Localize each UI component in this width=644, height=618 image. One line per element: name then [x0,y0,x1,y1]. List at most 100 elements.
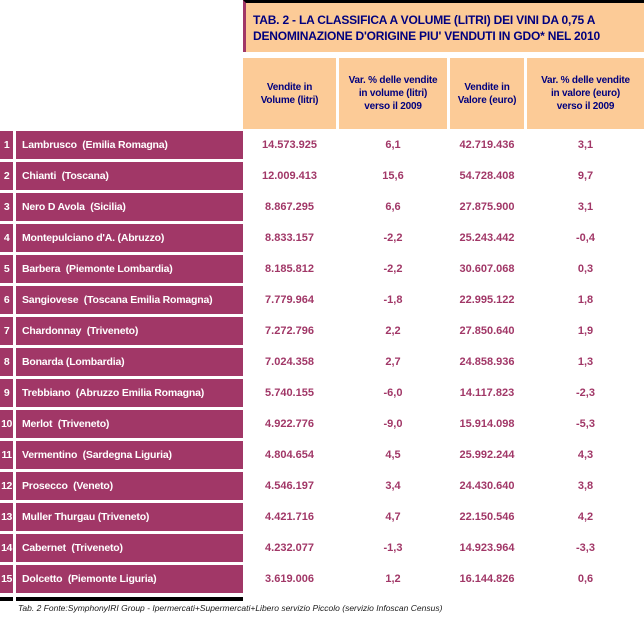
volume-var-cell: 6,6 [385,201,401,213]
table-row: 12 Prosecco (Veneto) 4.546.197 3,4 24.43… [0,472,644,500]
value-var-cell: 1,3 [577,356,594,368]
volume-var-cell: 6,1 [385,139,401,151]
volume-cell: 4.546.197 [265,480,314,492]
value-cell: 14.923.964 [459,542,515,554]
table-row: 11 Vermentino (Sardegna Liguria) 4.804.6… [0,441,644,469]
table-row: 15 Dolcetto (Piemonte Liguria) 3.619.006… [0,565,644,593]
volume-cell: 3.619.006 [265,573,314,585]
rank-cell: 3 [0,193,13,221]
table-row: 14 Cabernet (Triveneto) 4.232.077 -1,3 1… [0,534,644,562]
value-var-cell: -3,3 [576,542,595,554]
volume-cell: 5.740.155 [265,387,314,399]
wine-name-cell: Barbera (Piemonte Lombardia) [16,255,243,283]
value-cell: 24.858.936 [459,356,515,368]
volume-var-cell: 2,2 [385,325,401,337]
column-header-row: Vendite in Volume (litri) Var. % delle v… [0,58,644,129]
rank-cell: 14 [0,534,13,562]
volume-var-cell: -2,2 [383,263,403,275]
value-cell: 25.243.442 [459,232,515,244]
value-cell: 24.430.640 [459,480,515,492]
column-header-volume: Vendite in Volume (litri) [243,58,336,129]
bottom-border-bar [0,597,644,601]
value-var-cell: 4,2 [577,511,594,523]
wine-name-cell: Prosecco (Veneto) [16,472,243,500]
wine-name-cell: Muller Thurgau (Triveneto) [16,503,243,531]
volume-var-cell: 4,7 [385,511,401,523]
rank-cell: 7 [0,317,13,345]
column-header-value: Vendite in Valore (euro) [450,58,524,129]
table-title-block: TAB. 2 - LA CLASSIFICA A VOLUME (LITRI) … [243,0,644,52]
rank-cell: 5 [0,255,13,283]
table-row: 6 Sangiovese (Toscana Emilia Romagna) 7.… [0,286,644,314]
wine-name-cell: Merlot (Triveneto) [16,410,243,438]
value-var-cell: 3,1 [577,201,594,213]
rank-cell: 6 [0,286,13,314]
value-var-cell: 4,3 [577,449,594,461]
rank-cell: 11 [0,441,13,469]
volume-cell: 8.185.812 [265,263,314,275]
value-var-cell: 1,8 [577,294,594,306]
wine-name-cell: Nero D Avola (Sicilia) [16,193,243,221]
value-cell: 54.728.408 [459,170,515,182]
value-var-cell: 3,8 [577,480,594,492]
rank-cell: 1 [0,131,13,159]
value-cell: 16.144.826 [459,573,515,585]
volume-cell: 7.272.796 [265,325,314,337]
table-row: 2 Chianti (Toscana) 12.009.413 15,6 54.7… [0,162,644,190]
wine-name-cell: Dolcetto (Piemonte Liguria) [16,565,243,593]
table-row: 10 Merlot (Triveneto) 4.922.776 -9,0 15.… [0,410,644,438]
value-var-cell: 0,6 [577,573,594,585]
value-var-cell: -2,3 [576,387,595,399]
rank-cell: 2 [0,162,13,190]
table-row: 4 Montepulciano d'A. (Abruzzo) 8.833.157… [0,224,644,252]
wine-name-cell: Sangiovese (Toscana Emilia Romagna) [16,286,243,314]
column-header-value-var: Var. % delle vendite in valore (euro) ve… [527,58,644,129]
wine-name-cell: Vermentino (Sardegna Liguria) [16,441,243,469]
table-row: 3 Nero D Avola (Sicilia) 8.867.295 6,6 2… [0,193,644,221]
wine-name-cell: Chardonnay (Triveneto) [16,317,243,345]
volume-var-cell: 3,4 [385,480,401,492]
rank-cell: 12 [0,472,13,500]
bottom-bar-name-segment [16,597,243,601]
value-var-cell: 0,3 [577,263,594,275]
rank-cell: 8 [0,348,13,376]
wine-name-cell: Chianti (Toscana) [16,162,243,190]
volume-cell: 8.867.295 [265,201,314,213]
value-var-cell: 3,1 [577,139,594,151]
table-row: 9 Trebbiano (Abruzzo Emilia Romagna) 5.7… [0,379,644,407]
rank-cell: 13 [0,503,13,531]
table-row: 7 Chardonnay (Triveneto) 7.272.796 2,2 2… [0,317,644,345]
value-var-cell: 1,9 [577,325,594,337]
volume-cell: 4.804.654 [265,449,314,461]
volume-cell: 7.779.964 [265,294,314,306]
volume-var-cell: -1,3 [383,542,403,554]
value-cell: 25.992.244 [459,449,515,461]
wine-name-cell: Montepulciano d'A. (Abruzzo) [16,224,243,252]
wine-name-cell: Cabernet (Triveneto) [16,534,243,562]
value-cell: 42.719.436 [459,139,515,151]
volume-var-cell: 1,2 [385,573,401,585]
volume-var-cell: -1,8 [383,294,403,306]
table-row: 13 Muller Thurgau (Triveneto) 4.421.716 … [0,503,644,531]
volume-cell: 4.421.716 [265,511,314,523]
volume-var-cell: -2,2 [383,232,403,244]
bottom-bar-rank-segment [0,597,13,601]
table-body: 1 Lambrusco (Emilia Romagna) 14.573.925 … [0,131,644,593]
rank-cell: 4 [0,224,13,252]
value-cell: 27.875.900 [459,201,515,213]
table-row: 5 Barbera (Piemonte Lombardia) 8.185.812… [0,255,644,283]
volume-cell: 4.922.776 [265,418,314,430]
volume-cell: 12.009.413 [261,170,318,182]
value-var-cell: 9,7 [577,170,594,182]
value-cell: 15.914.098 [459,418,515,430]
table-title: TAB. 2 - LA CLASSIFICA A VOLUME (LITRI) … [253,12,600,43]
wine-name-cell: Trebbiano (Abruzzo Emilia Romagna) [16,379,243,407]
volume-cell: 14.573.925 [261,139,318,151]
value-cell: 30.607.068 [459,263,515,275]
volume-var-cell: -9,0 [383,418,403,430]
value-cell: 27.850.640 [459,325,515,337]
volume-var-cell: 4,5 [385,449,401,461]
value-cell: 14.117.823 [459,387,515,399]
value-cell: 22.150.546 [459,511,515,523]
